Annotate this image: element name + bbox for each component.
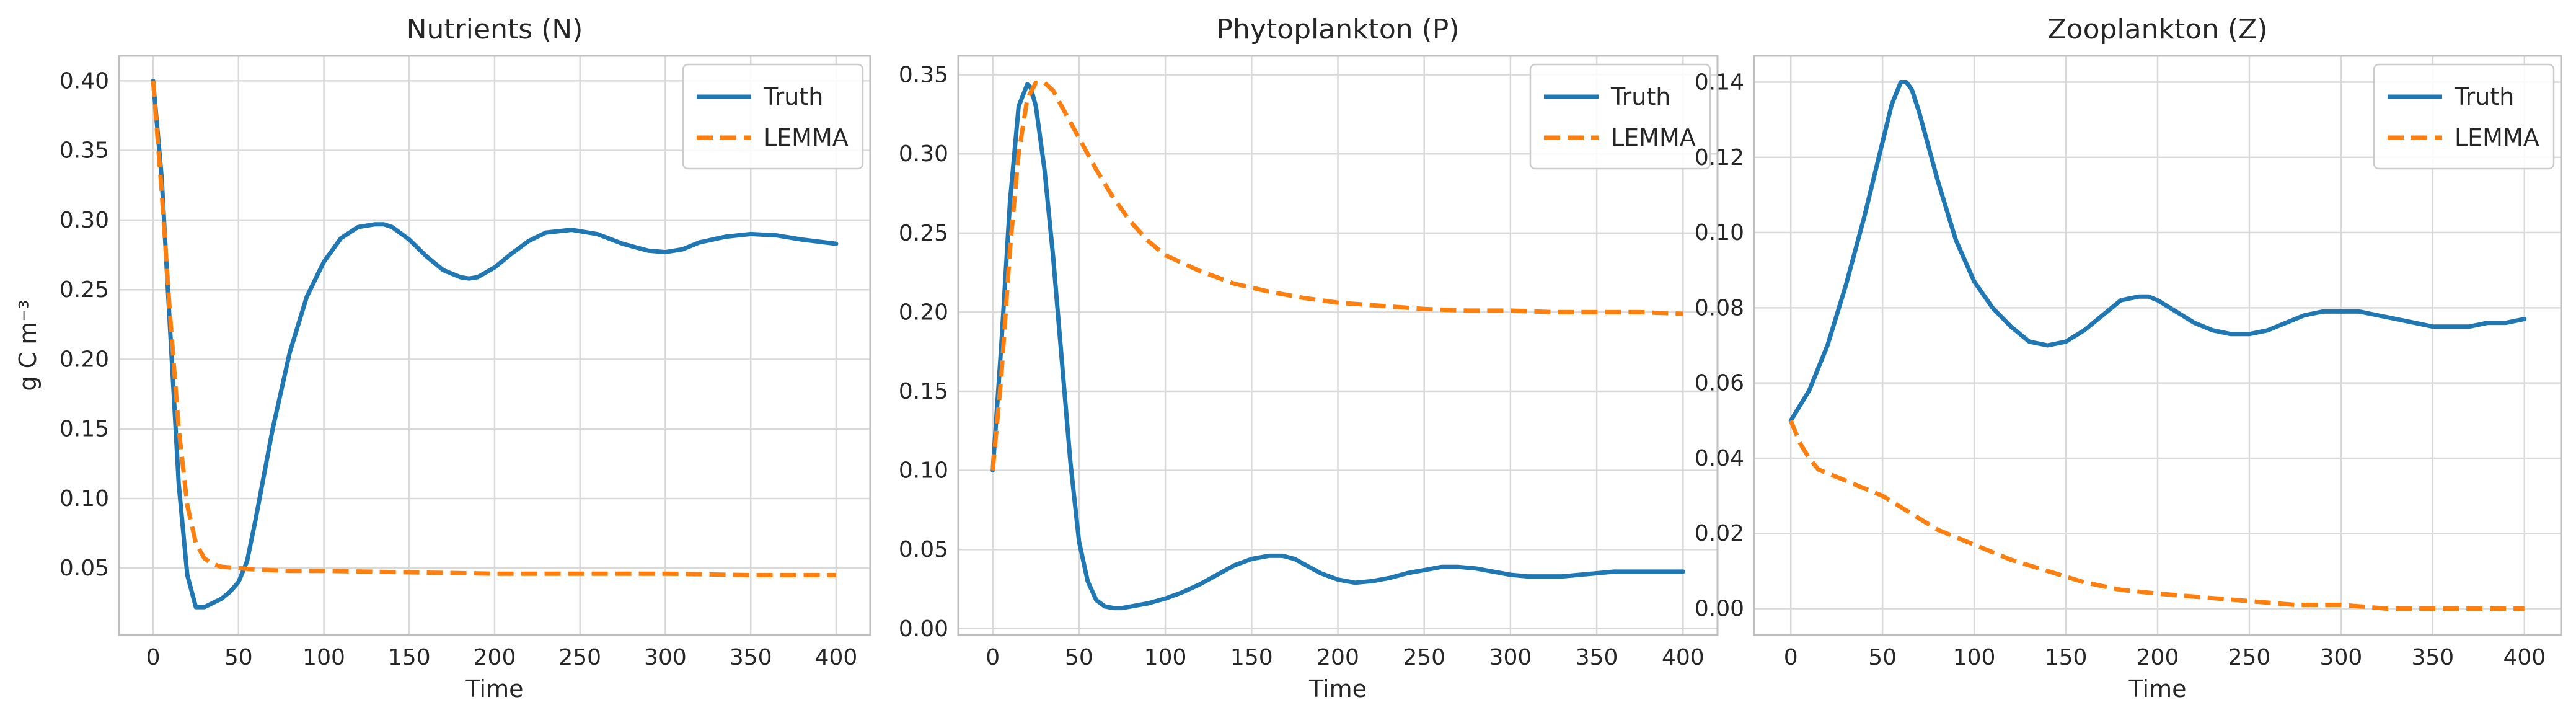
y-tick-label: 0.30	[60, 208, 109, 233]
legend-box	[2373, 63, 2555, 170]
y-tick-label: 0.14	[1695, 69, 1744, 95]
y-tick-label: 0.06	[1695, 371, 1744, 396]
x-tick-label: 150	[388, 645, 431, 670]
y-tick-label: 0.04	[1695, 446, 1744, 471]
x-tick-label: 250	[558, 645, 601, 670]
series-line-lemma	[1788, 419, 2525, 611]
y-tick-label: 0.10	[60, 486, 109, 512]
x-tick-label: 0	[986, 645, 1000, 670]
y-tick-label: 0.25	[60, 277, 109, 303]
x-tick-label: 250	[2228, 645, 2271, 670]
panel-3: 0 50 100 150 200 250 300 350 400 0.00 0.02 0.04 0.06…	[1695, 14, 2562, 703]
series-line-lemma	[990, 80, 1683, 471]
y-tick-label: 0.08	[1695, 295, 1744, 321]
legend-label: Truth	[2454, 83, 2514, 110]
x-tick-label: 150	[2045, 645, 2088, 670]
series-line-truth	[990, 82, 1685, 611]
legend-label: Truth	[1610, 83, 1670, 110]
legend-label: LEMMA	[1611, 124, 1696, 151]
legend-box	[682, 63, 864, 170]
series-line-lemma	[151, 81, 836, 577]
x-tick-label: 350	[730, 645, 772, 670]
y-tick-label: 0.20	[899, 299, 948, 325]
x-tick-label: 300	[644, 645, 687, 670]
legend-label: Truth	[763, 83, 823, 110]
panel-title: Nutrients (N)	[407, 14, 583, 45]
panel-1: 0 50 100 150 200 250 300 350 400 0.05 0.10 0.15 0.20…	[14, 14, 871, 703]
y-tick-label: 0.05	[899, 537, 948, 562]
y-tick-label: 0.15	[899, 379, 948, 404]
x-tick-label: 200	[474, 645, 516, 670]
y-tick-label: 0.35	[899, 63, 948, 88]
plot-frame	[1753, 55, 2562, 636]
legend: Truth LEMMA	[682, 63, 864, 170]
y-tick-label: 0.20	[60, 347, 109, 372]
y-tick-label: 0.15	[60, 417, 109, 442]
legend-label: LEMMA	[764, 124, 849, 151]
x-tick-label: 100	[1953, 645, 1996, 670]
x-tick-label: 400	[815, 645, 858, 670]
x-tick-label: 350	[1576, 645, 1618, 670]
x-tick-label: 300	[1489, 645, 1532, 670]
x-tick-label: 400	[2503, 645, 2546, 670]
x-axis-label: Time	[2128, 675, 2187, 703]
x-tick-label: 200	[2137, 645, 2179, 670]
y-axis-label: g C m⁻³	[14, 299, 42, 391]
y-tick-label: 0.10	[899, 458, 948, 484]
panel-title: Zooplankton (Z)	[2048, 14, 2268, 45]
x-tick-label: 50	[1868, 645, 1897, 670]
legend-box	[1529, 63, 1711, 170]
series-line-truth	[151, 78, 839, 610]
panel-title: Phytoplankton (P)	[1216, 14, 1459, 45]
legend: Truth LEMMA	[2373, 63, 2555, 170]
x-tick-label: 50	[1065, 645, 1093, 670]
panel-2: 0 50 100 150 200 250 300 350 400 0.00 0.05 0.10 0.15…	[899, 14, 1719, 703]
x-tick-label: 50	[224, 645, 253, 670]
legend: Truth LEMMA	[1529, 63, 1711, 170]
y-tick-label: 0.05	[60, 556, 109, 581]
x-tick-label: 250	[1403, 645, 1445, 670]
y-tick-label: 0.30	[899, 141, 948, 167]
x-tick-label: 0	[146, 645, 161, 670]
plot-frame	[957, 55, 1719, 636]
y-tick-label: 0.12	[1695, 145, 1744, 171]
y-tick-label: 0.40	[60, 68, 109, 94]
x-tick-label: 350	[2412, 645, 2455, 670]
y-tick-label: 0.10	[1695, 220, 1744, 246]
x-axis-label: Time	[1308, 675, 1367, 703]
x-tick-label: 100	[302, 645, 345, 670]
y-tick-label: 0.00	[899, 616, 948, 642]
plot-frame	[118, 55, 871, 636]
y-tick-label: 0.35	[60, 138, 109, 164]
x-axis-label: Time	[465, 675, 524, 703]
x-tick-label: 150	[1230, 645, 1273, 670]
x-tick-label: 100	[1144, 645, 1187, 670]
series-line-truth	[1788, 80, 2527, 423]
y-tick-label: 0.25	[899, 221, 948, 246]
x-tick-label: 300	[2320, 645, 2363, 670]
legend-label: LEMMA	[2455, 124, 2539, 151]
y-tick-label: 0.00	[1695, 597, 1744, 622]
x-tick-label: 400	[1662, 645, 1705, 670]
x-tick-label: 200	[1317, 645, 1359, 670]
x-tick-label: 0	[1784, 645, 1798, 670]
y-tick-label: 0.02	[1695, 521, 1744, 546]
